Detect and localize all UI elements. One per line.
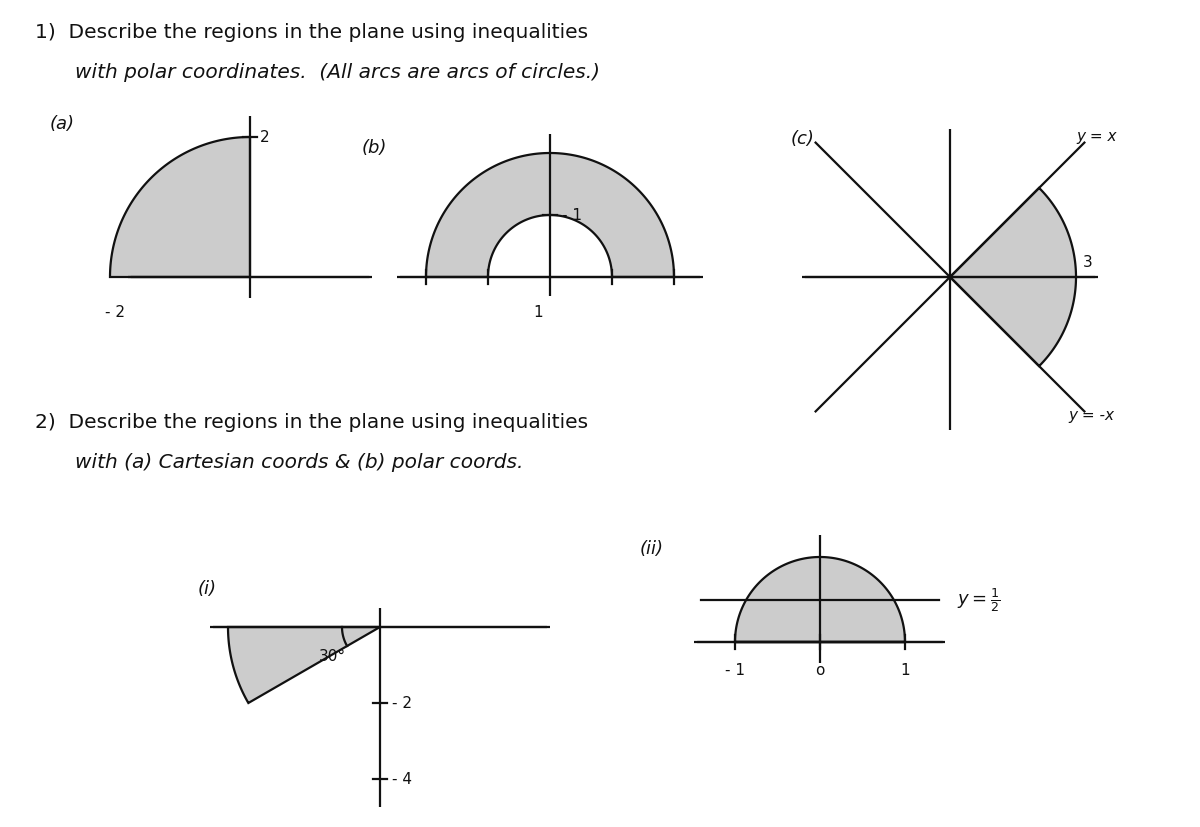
Text: $y = \frac{1}{2}$: $y = \frac{1}{2}$ bbox=[956, 586, 1000, 614]
Text: (a): (a) bbox=[50, 115, 74, 133]
Text: with (a) Cartesian coords & (b) polar coords.: with (a) Cartesian coords & (b) polar co… bbox=[74, 452, 523, 471]
Polygon shape bbox=[734, 557, 905, 643]
Polygon shape bbox=[110, 138, 250, 278]
Text: (c): (c) bbox=[791, 130, 815, 148]
Text: - 2: - 2 bbox=[392, 696, 412, 710]
Text: 2: 2 bbox=[260, 131, 270, 146]
Text: - 1: - 1 bbox=[725, 662, 745, 677]
Text: - 4: - 4 bbox=[392, 772, 412, 786]
Polygon shape bbox=[228, 627, 380, 703]
Text: 3: 3 bbox=[1084, 255, 1093, 270]
Text: with polar coordinates.  (All arcs are arcs of circles.): with polar coordinates. (All arcs are ar… bbox=[74, 63, 600, 82]
Polygon shape bbox=[950, 189, 1076, 366]
Text: 1)  Describe the regions in the plane using inequalities: 1) Describe the regions in the plane usi… bbox=[35, 23, 588, 42]
Text: (ii): (ii) bbox=[640, 540, 664, 558]
Text: - 1: - 1 bbox=[562, 208, 582, 223]
Text: (b): (b) bbox=[361, 139, 386, 156]
Text: 2)  Describe the regions in the plane using inequalities: 2) Describe the regions in the plane usi… bbox=[35, 413, 588, 432]
Text: - 2: - 2 bbox=[106, 305, 125, 320]
Text: 1: 1 bbox=[900, 662, 910, 677]
Text: o: o bbox=[815, 662, 824, 677]
Polygon shape bbox=[426, 154, 674, 278]
Text: (i): (i) bbox=[198, 579, 216, 597]
Text: 30°: 30° bbox=[319, 648, 347, 663]
Text: y = -x: y = -x bbox=[1068, 408, 1115, 423]
Text: 1: 1 bbox=[533, 305, 542, 320]
Text: y = x: y = x bbox=[1076, 128, 1116, 143]
